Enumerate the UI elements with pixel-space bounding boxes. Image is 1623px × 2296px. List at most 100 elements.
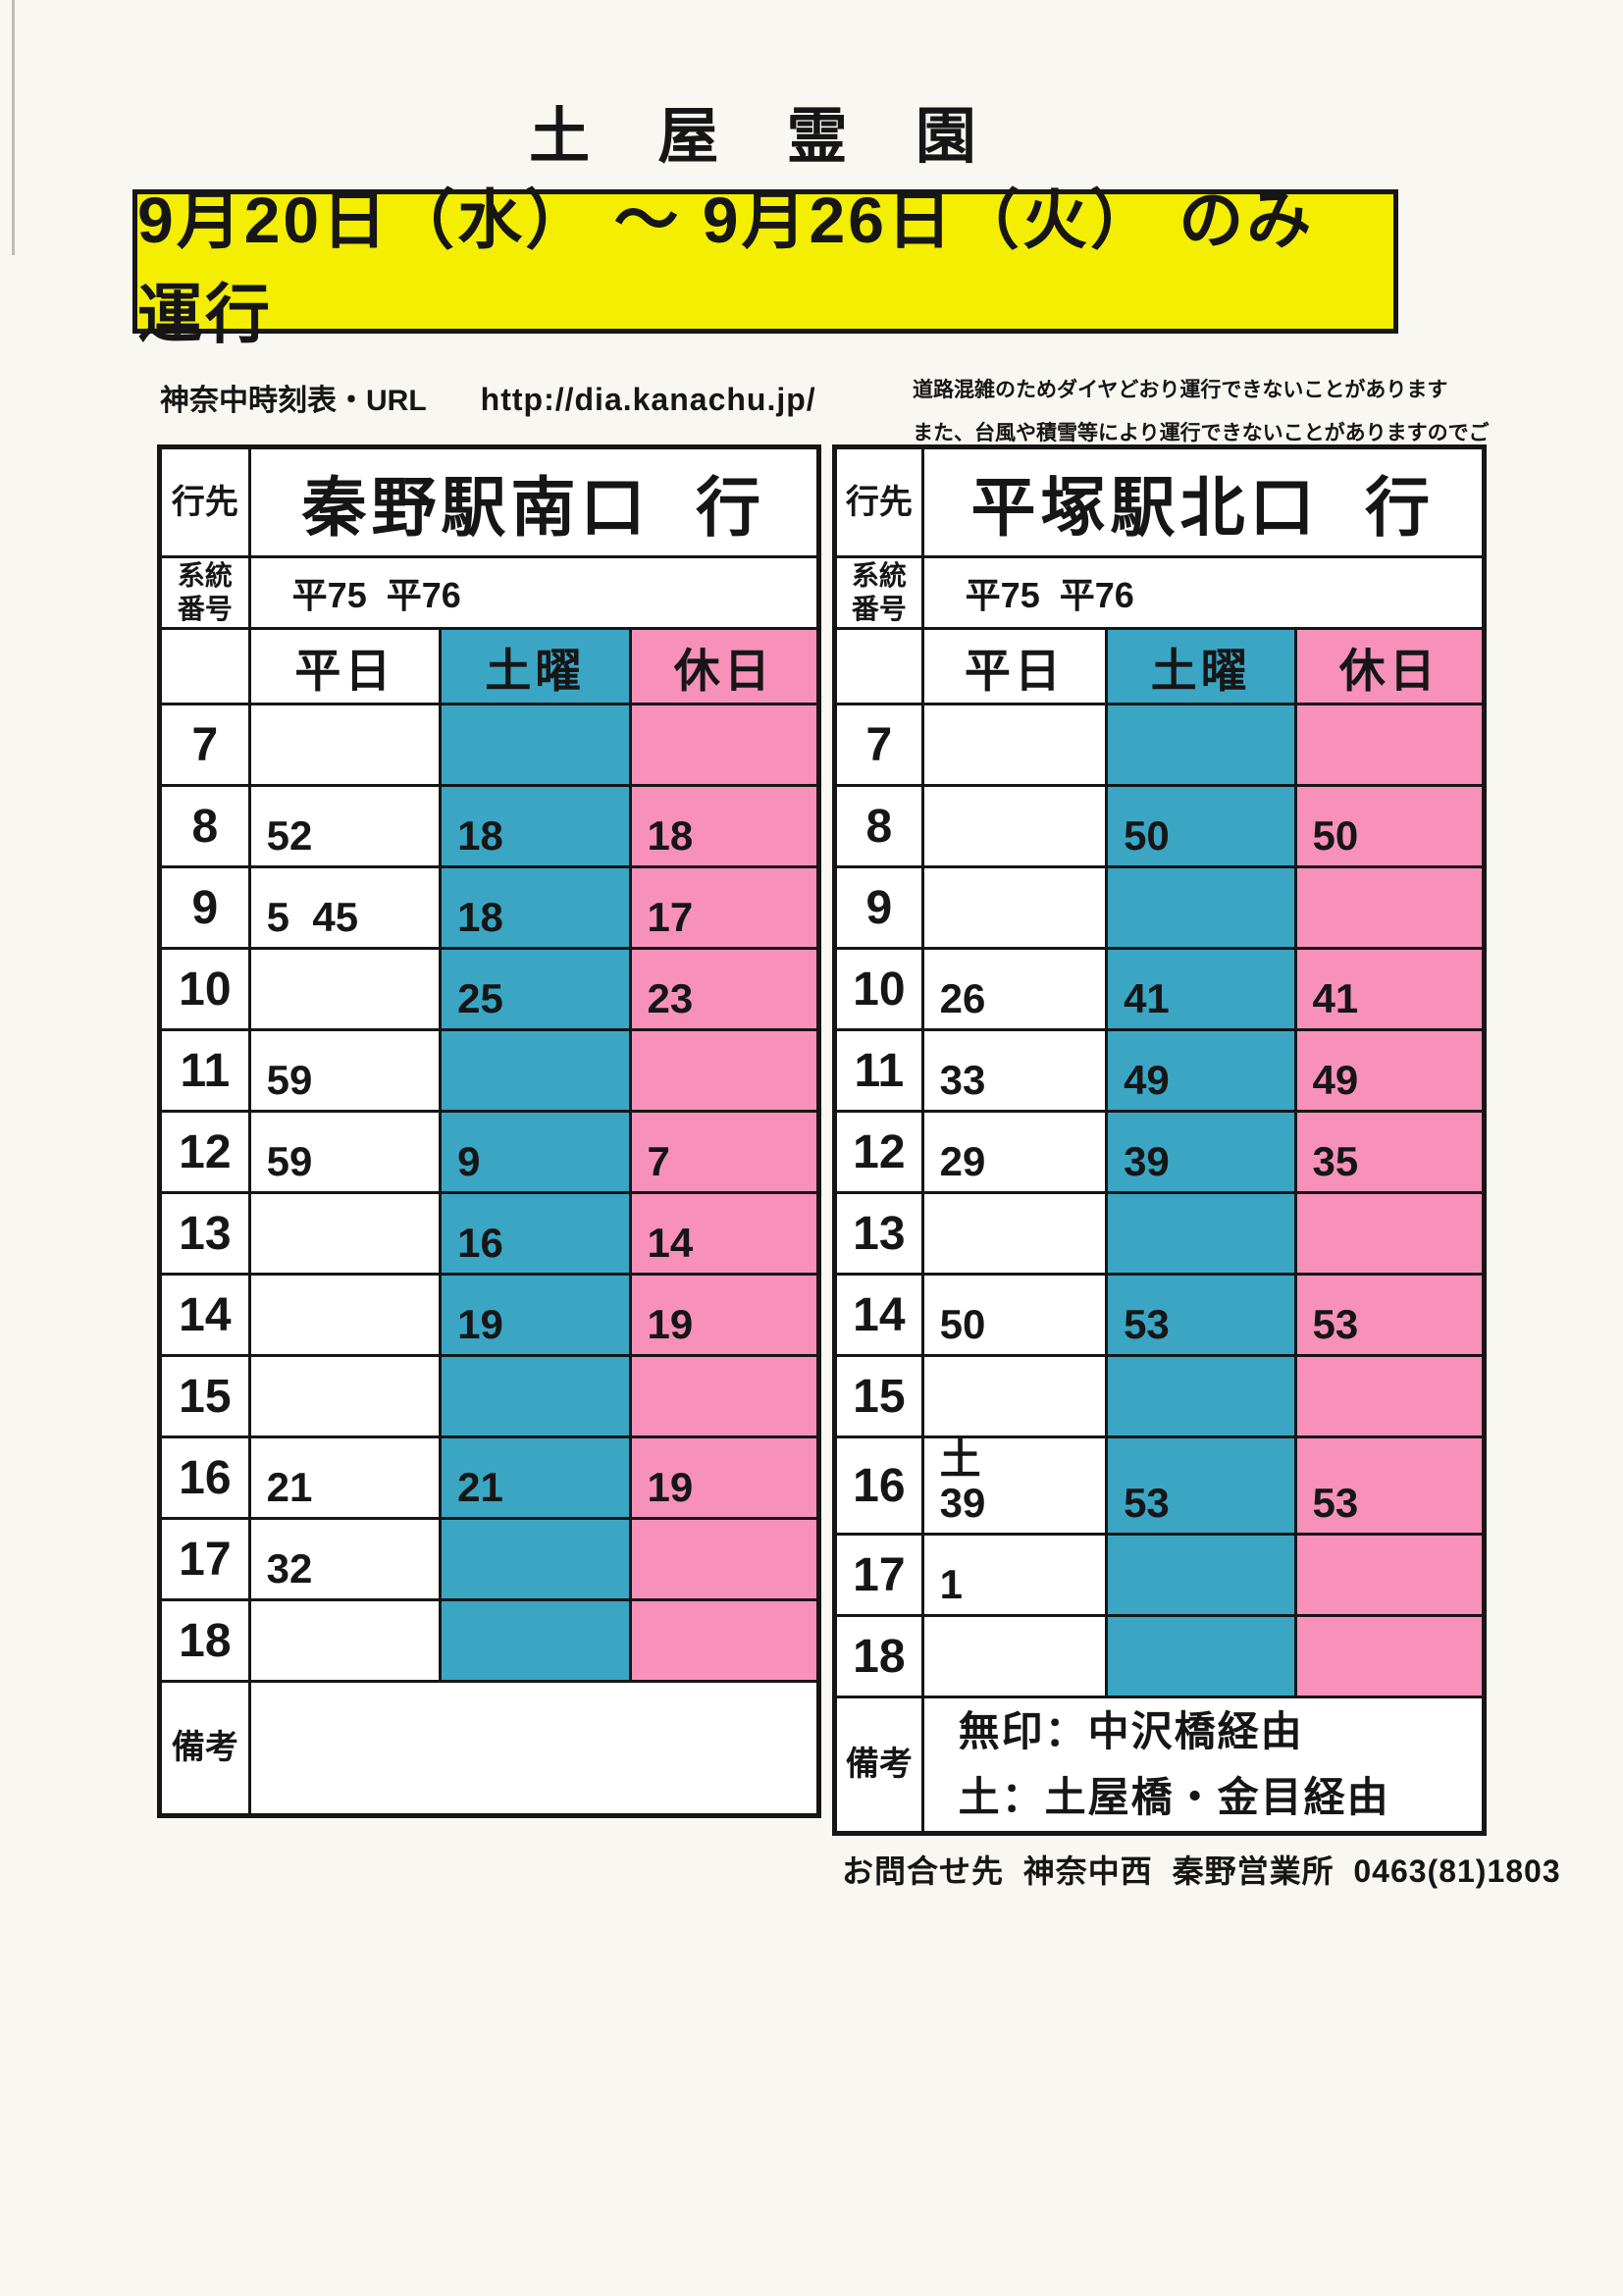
hour-label: 17 [833, 1533, 924, 1618]
weekday-cell [920, 865, 1109, 950]
hour-label: 17 [158, 1517, 251, 1601]
weekday-cell: 26 [920, 947, 1109, 1031]
saturday-header: 土曜 [439, 627, 632, 705]
table-row: 7 [158, 703, 821, 787]
saturday-cell: 18 [439, 865, 632, 950]
hour-label: 7 [833, 703, 924, 787]
table-row: 8 50 50 [833, 784, 1487, 868]
destination-value: 平塚駅北口 行 [920, 445, 1487, 558]
weekday-cell [920, 703, 1109, 787]
holiday-cell [1293, 1354, 1487, 1438]
weekday-cell [920, 1354, 1109, 1438]
remarks-label: 備考 [833, 1696, 924, 1835]
saturday-cell [1105, 1533, 1297, 1618]
holiday-cell: 53 [1293, 1273, 1487, 1357]
hour-label: 12 [158, 1110, 251, 1194]
hour-label: 8 [158, 784, 251, 868]
holiday-cell [628, 1517, 821, 1601]
saturday-cell: 18 [439, 784, 632, 868]
holiday-header: 休日 [1293, 627, 1487, 705]
weekday-cell [920, 784, 1109, 868]
hour-label: 10 [158, 947, 251, 1031]
route-number-value: 平75 平76 [247, 555, 821, 630]
table-row: 17 1 [833, 1533, 1487, 1618]
holiday-cell: 19 [628, 1435, 821, 1520]
weekday-cell: 5 45 [247, 865, 443, 950]
holiday-cell [628, 1598, 821, 1683]
route-number-value: 平75 平76 [920, 555, 1487, 630]
table-row: 13 [833, 1191, 1487, 1276]
saturday-cell [1105, 1354, 1297, 1438]
hour-label: 7 [158, 703, 251, 787]
saturday-cell [439, 1028, 632, 1113]
saturday-cell [439, 1517, 632, 1601]
weekday-header: 平日 [247, 627, 443, 705]
destination-label: 行先 [833, 445, 924, 558]
holiday-cell: 18 [628, 784, 821, 868]
holiday-cell: 23 [628, 947, 821, 1031]
saturday-cell [1105, 1614, 1297, 1699]
weekday-cell [920, 1191, 1109, 1276]
saturday-cell: 50 [1105, 784, 1297, 868]
table-row: 12 59 9 7 [158, 1110, 821, 1194]
day-header-row: 平日 土曜 休日 [158, 627, 821, 705]
holiday-cell: 35 [1293, 1110, 1487, 1194]
saturday-cell [1105, 865, 1297, 950]
table-row: 12 29 39 35 [833, 1110, 1487, 1194]
destination-label: 行先 [158, 445, 251, 558]
scan-artifact [12, 0, 15, 255]
weekday-cell: 59 [247, 1110, 443, 1194]
holiday-cell [628, 703, 821, 787]
hour-label: 15 [833, 1354, 924, 1438]
saturday-cell: 19 [439, 1273, 632, 1357]
hour-label: 9 [158, 865, 251, 950]
saturday-cell: 16 [439, 1191, 632, 1276]
destination-row: 行先 秦野駅南口 行 [158, 445, 821, 558]
weekday-cell [247, 1273, 443, 1357]
hour-label: 15 [158, 1354, 251, 1438]
hour-label: 12 [833, 1110, 924, 1194]
hour-label: 13 [833, 1191, 924, 1276]
weekday-cell [247, 1191, 443, 1276]
table-row: 9 5 45 18 17 [158, 865, 821, 950]
weekday-cell: 21 [247, 1435, 443, 1520]
holiday-cell: 14 [628, 1191, 821, 1276]
day-header-spacer [833, 627, 924, 705]
table-row: 11 59 [158, 1028, 821, 1113]
table-row: 9 [833, 865, 1487, 950]
weekday-cell [247, 1354, 443, 1438]
remarks-row: 備考 [158, 1680, 821, 1817]
saturday-cell: 9 [439, 1110, 632, 1194]
day-header-spacer [158, 627, 251, 705]
hour-label: 16 [833, 1435, 924, 1537]
weekday-header: 平日 [920, 627, 1109, 705]
holiday-cell: 49 [1293, 1028, 1487, 1113]
holiday-cell: 7 [628, 1110, 821, 1194]
hour-label: 10 [833, 947, 924, 1031]
table-row: 7 [833, 703, 1487, 787]
holiday-cell [1293, 1614, 1487, 1699]
saturday-cell: 53 [1105, 1435, 1297, 1537]
holiday-cell [1293, 1533, 1487, 1618]
saturday-header: 土曜 [1105, 627, 1297, 705]
weekday-cell: 33 [920, 1028, 1109, 1113]
saturday-cell [439, 1354, 632, 1438]
saturday-cell [439, 1598, 632, 1683]
weekday-cell [247, 1598, 443, 1683]
remarks-row: 備考 無印：中沢橋経由 土：土屋橋・金目経由 [833, 1696, 1487, 1835]
weekday-cell: 29 [920, 1110, 1109, 1194]
weekday-cell: 59 [247, 1028, 443, 1113]
holiday-cell: 17 [628, 865, 821, 950]
saturday-cell [1105, 703, 1297, 787]
service-period-banner: 9月20日（水） ～ 9月26日（火） のみ 運行 [132, 183, 1398, 350]
table-row: 8 52 18 18 [158, 784, 821, 868]
page-title: 土 屋 霊 園 [529, 103, 1002, 171]
table-row: 10 26 41 41 [833, 947, 1487, 1031]
saturday-cell [439, 703, 632, 787]
remarks-label: 備考 [158, 1680, 251, 1817]
url-label: 神奈中時刻表・URL [160, 385, 427, 417]
table-row: 15 [158, 1354, 821, 1438]
holiday-cell [1293, 865, 1487, 950]
table-row: 17 32 [158, 1517, 821, 1601]
